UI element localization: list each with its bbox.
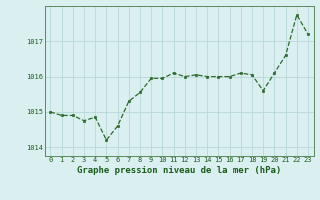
X-axis label: Graphe pression niveau de la mer (hPa): Graphe pression niveau de la mer (hPa) (77, 166, 281, 175)
